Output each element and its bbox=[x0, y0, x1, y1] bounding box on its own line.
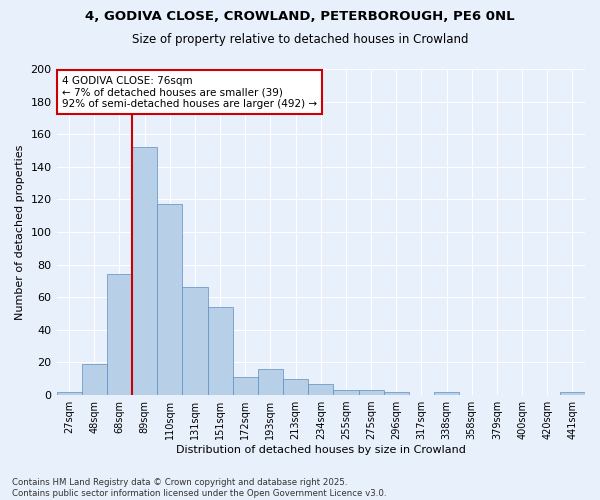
Text: Size of property relative to detached houses in Crowland: Size of property relative to detached ho… bbox=[132, 32, 468, 46]
Text: Contains HM Land Registry data © Crown copyright and database right 2025.
Contai: Contains HM Land Registry data © Crown c… bbox=[12, 478, 386, 498]
Bar bbox=[359, 390, 383, 395]
Bar bbox=[82, 364, 107, 395]
Bar bbox=[132, 148, 157, 395]
Text: 4, GODIVA CLOSE, CROWLAND, PETERBOROUGH, PE6 0NL: 4, GODIVA CLOSE, CROWLAND, PETERBOROUGH,… bbox=[85, 10, 515, 23]
Bar bbox=[560, 392, 585, 395]
Bar bbox=[157, 204, 182, 395]
Text: 4 GODIVA CLOSE: 76sqm
← 7% of detached houses are smaller (39)
92% of semi-detac: 4 GODIVA CLOSE: 76sqm ← 7% of detached h… bbox=[62, 76, 317, 108]
Bar bbox=[233, 377, 258, 395]
Bar bbox=[182, 288, 208, 395]
Bar bbox=[434, 392, 459, 395]
Bar bbox=[208, 307, 233, 395]
X-axis label: Distribution of detached houses by size in Crowland: Distribution of detached houses by size … bbox=[176, 445, 466, 455]
Bar bbox=[383, 392, 409, 395]
Bar bbox=[107, 274, 132, 395]
Bar bbox=[334, 390, 359, 395]
Bar bbox=[283, 379, 308, 395]
Y-axis label: Number of detached properties: Number of detached properties bbox=[15, 144, 25, 320]
Bar bbox=[56, 392, 82, 395]
Bar bbox=[258, 369, 283, 395]
Bar bbox=[308, 384, 334, 395]
